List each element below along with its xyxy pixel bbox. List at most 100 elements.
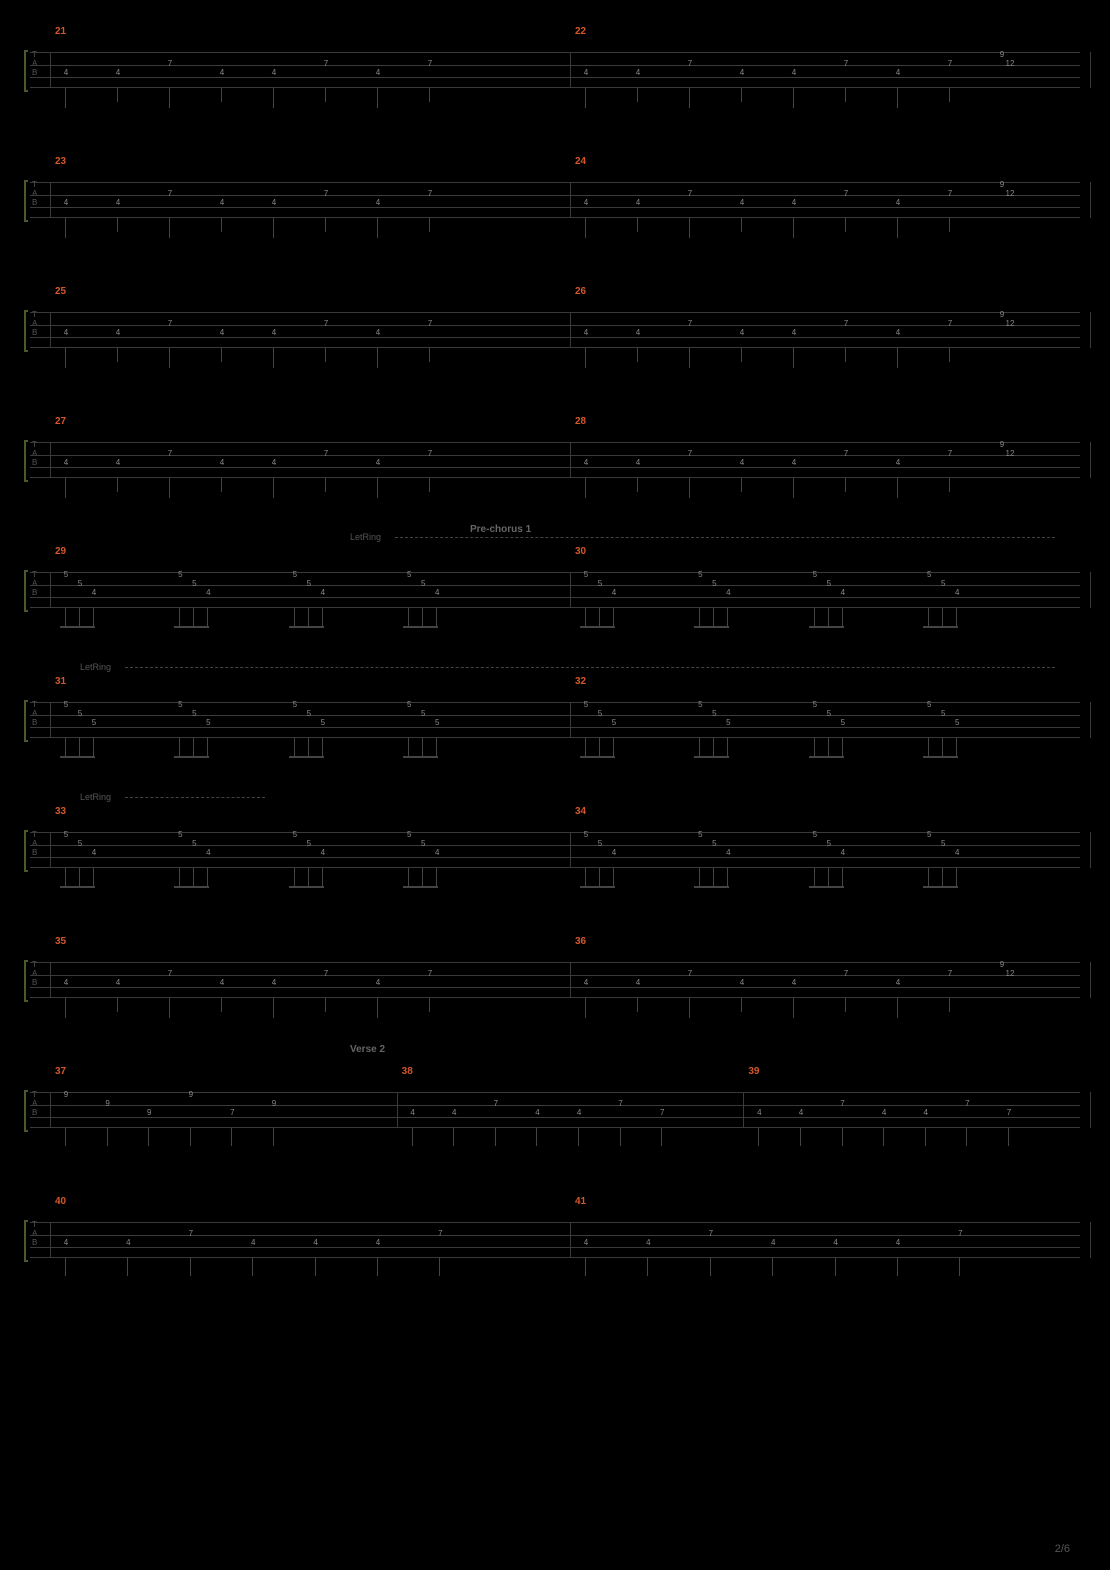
barline-end bbox=[1090, 1222, 1091, 1258]
barline-end bbox=[1090, 832, 1091, 868]
tab-note: 4 bbox=[122, 1238, 134, 1247]
tab-note: 7 bbox=[164, 189, 176, 198]
letring-line bbox=[125, 667, 1055, 668]
note-stem bbox=[793, 218, 794, 238]
tab-note: 4 bbox=[722, 848, 734, 857]
tab-note: 5 bbox=[823, 839, 835, 848]
tab-note: 7 bbox=[944, 59, 956, 68]
note-stem bbox=[408, 738, 409, 756]
tab-note: 4 bbox=[632, 68, 644, 77]
staff-system-0: TAB21224474474744744747912 bbox=[30, 40, 1080, 120]
tab-note: 4 bbox=[216, 458, 228, 467]
tab-note: 7 bbox=[944, 449, 956, 458]
note-stem bbox=[845, 998, 846, 1012]
note-stem bbox=[897, 1258, 898, 1276]
note-stem bbox=[814, 738, 815, 756]
barline bbox=[570, 702, 571, 738]
tab-note: 7 bbox=[837, 1099, 849, 1108]
tab-note: 4 bbox=[372, 458, 384, 467]
tab-note: 7 bbox=[164, 449, 176, 458]
note-stem bbox=[429, 998, 430, 1012]
tab-note: 12 bbox=[1004, 969, 1016, 978]
note-stem bbox=[273, 1128, 274, 1146]
note-stem bbox=[710, 1258, 711, 1276]
section-label: Pre-chorus 1 bbox=[470, 524, 531, 535]
tab-note: 5 bbox=[694, 570, 706, 579]
tab-note: 7 bbox=[424, 59, 436, 68]
tab-staff-lines bbox=[30, 312, 1080, 348]
note-stem bbox=[647, 1258, 648, 1276]
note-stem bbox=[928, 868, 929, 886]
note-stem bbox=[599, 868, 600, 886]
note-stem bbox=[925, 1128, 926, 1146]
measure-number: 32 bbox=[575, 676, 586, 687]
tab-note: 5 bbox=[594, 709, 606, 718]
tab-note: 5 bbox=[188, 839, 200, 848]
tab-note: 4 bbox=[788, 328, 800, 337]
barline-end bbox=[1090, 312, 1091, 348]
staff-system-2: TAB25264474474744744747912 bbox=[30, 300, 1080, 380]
note-stem bbox=[65, 1258, 66, 1276]
barline bbox=[570, 962, 571, 998]
tab-note: 4 bbox=[573, 1108, 585, 1117]
barline bbox=[50, 182, 51, 218]
note-stem bbox=[207, 868, 208, 886]
staff-system-9: TAB404144744474474447 bbox=[30, 1210, 1080, 1290]
note-stem bbox=[713, 868, 714, 886]
tab-note: 4 bbox=[892, 978, 904, 987]
note-stem bbox=[65, 608, 66, 626]
tab-note: 5 bbox=[594, 579, 606, 588]
note-stem bbox=[79, 868, 80, 886]
note-stem bbox=[713, 738, 714, 756]
note-stem bbox=[308, 608, 309, 626]
note-stem bbox=[436, 608, 437, 626]
tab-note: 7 bbox=[840, 59, 852, 68]
beam bbox=[60, 886, 95, 888]
note-stem bbox=[956, 738, 957, 756]
tab-note: 4 bbox=[216, 978, 228, 987]
tab-note: 12 bbox=[1004, 59, 1016, 68]
tab-note: 4 bbox=[892, 1238, 904, 1247]
tab-note: 7 bbox=[226, 1108, 238, 1117]
tab-note: 4 bbox=[788, 458, 800, 467]
barline bbox=[50, 962, 51, 998]
staff-system-1: TAB23244474474744744747912 bbox=[30, 170, 1080, 250]
tab-note: 7 bbox=[684, 189, 696, 198]
note-stem bbox=[325, 998, 326, 1012]
note-stem bbox=[148, 1128, 149, 1146]
tab-note: 4 bbox=[580, 1238, 592, 1247]
note-stem bbox=[308, 868, 309, 886]
beam bbox=[694, 626, 729, 628]
tab-note: 5 bbox=[74, 709, 86, 718]
barline bbox=[570, 832, 571, 868]
tab-note: 7 bbox=[944, 319, 956, 328]
staff-system-5: TABLetRing3132555555555555555555555555 bbox=[30, 690, 1080, 770]
system-bracket bbox=[24, 1220, 28, 1262]
note-stem bbox=[942, 738, 943, 756]
note-stem bbox=[536, 1128, 537, 1146]
tab-note: 5 bbox=[823, 579, 835, 588]
tab-note: 4 bbox=[837, 588, 849, 597]
tab-note: 5 bbox=[937, 579, 949, 588]
tab-note: 4 bbox=[216, 198, 228, 207]
beam bbox=[694, 886, 729, 888]
tab-note: 5 bbox=[809, 830, 821, 839]
tab-note: 4 bbox=[268, 198, 280, 207]
section-label: Verse 2 bbox=[350, 1044, 385, 1055]
tab-note: 4 bbox=[788, 198, 800, 207]
note-stem bbox=[322, 608, 323, 626]
note-stem bbox=[793, 998, 794, 1018]
tab-note: 12 bbox=[1004, 189, 1016, 198]
note-stem bbox=[65, 478, 66, 498]
beam bbox=[403, 886, 438, 888]
tab-note: 9 bbox=[996, 180, 1008, 189]
note-stem bbox=[117, 998, 118, 1012]
tab-note: 4 bbox=[892, 68, 904, 77]
note-stem bbox=[585, 348, 586, 368]
note-stem bbox=[835, 1258, 836, 1276]
note-stem bbox=[422, 868, 423, 886]
barline bbox=[570, 1222, 571, 1258]
tab-note: 5 bbox=[60, 830, 72, 839]
note-stem bbox=[772, 1258, 773, 1276]
measure-number: 36 bbox=[575, 936, 586, 947]
